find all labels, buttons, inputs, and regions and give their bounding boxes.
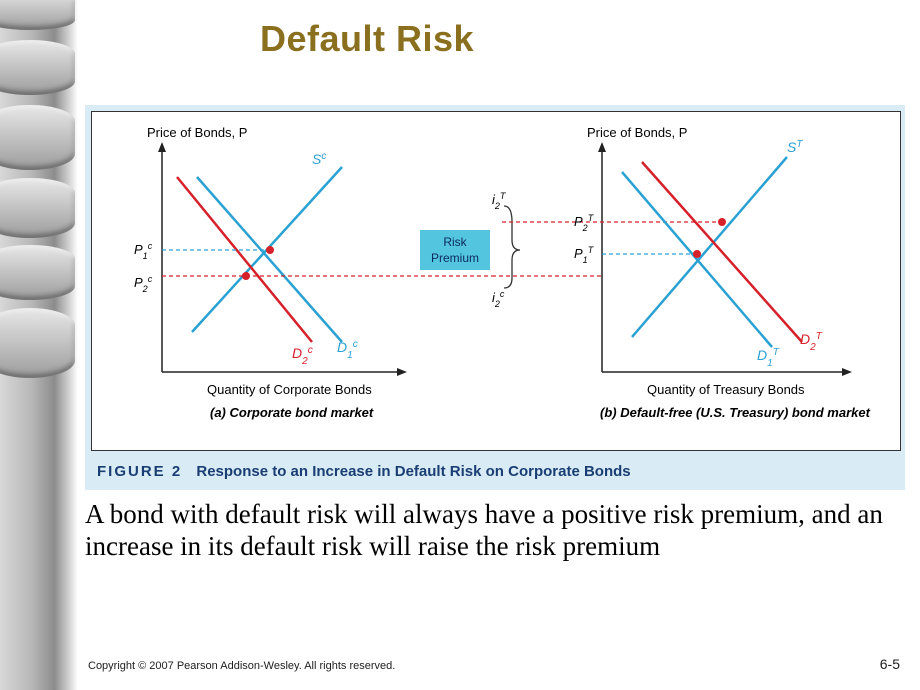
figure-svg: Price of Bonds, P Sc D1c D2c xyxy=(92,112,900,450)
panel-a: Price of Bonds, P Sc D1c D2c xyxy=(134,125,492,420)
panel-b: Price of Bonds, P ST D1T xyxy=(492,125,871,420)
label-supply-t: ST xyxy=(787,139,803,156)
curve-demand2-c xyxy=(177,177,312,342)
slide-number: 6-5 xyxy=(880,656,900,672)
slide-page: Default Risk Price of Bonds, P Sc xyxy=(0,0,920,690)
figure-caption: FIGURE 2 Response to an Increase in Defa… xyxy=(97,463,631,480)
coin-icon xyxy=(0,0,75,30)
label-demand1-c: D1c xyxy=(337,339,358,361)
label-demand2-t: D2T xyxy=(800,331,823,353)
arrowhead-icon xyxy=(397,368,407,376)
dot-p1c xyxy=(266,246,274,254)
arrowhead-icon xyxy=(598,142,606,152)
figure-number: FIGURE 2 xyxy=(97,463,182,480)
panel-b-subtitle: (b) Default-free (U.S. Treasury) bond ma… xyxy=(600,405,871,420)
label-p1c: P1c xyxy=(134,241,153,261)
dot-p2t xyxy=(718,218,726,226)
label-supply-c: Sc xyxy=(312,151,326,168)
risk-premium-label-2: Premium xyxy=(431,251,479,265)
dot-p2c xyxy=(242,272,250,280)
label-demand1-t: D1T xyxy=(757,347,780,369)
figure-container: Price of Bonds, P Sc D1c D2c xyxy=(85,105,905,490)
panel-a-y-label: Price of Bonds, P xyxy=(147,125,247,140)
figure-chart-area: Price of Bonds, P Sc D1c D2c xyxy=(91,111,901,451)
label-p2c: P2c xyxy=(134,274,153,294)
slide-body-text: A bond with default risk will always hav… xyxy=(85,498,915,563)
panel-b-y-label: Price of Bonds, P xyxy=(587,125,687,140)
coin-icon xyxy=(0,40,75,95)
copyright-notice: Copyright © 2007 Pearson Addison-Wesley.… xyxy=(88,660,395,672)
decorative-sidebar xyxy=(0,0,78,690)
coin-icon xyxy=(0,245,75,300)
panel-a-subtitle: (a) Corporate bond market xyxy=(210,405,374,420)
curve-demand2-t xyxy=(642,162,802,342)
risk-premium-label-1: Risk xyxy=(443,235,467,249)
arrowhead-icon xyxy=(842,368,852,376)
curve-demand1-c xyxy=(197,177,342,342)
middle-annotation: Risk Premium i2T i2c xyxy=(420,191,520,309)
panel-b-x-label: Quantity of Treasury Bonds xyxy=(647,382,805,397)
coin-icon xyxy=(0,105,75,170)
label-demand2-c: D2c xyxy=(292,345,313,367)
label-i2c: i2c xyxy=(492,289,505,309)
panel-a-x-label: Quantity of Corporate Bonds xyxy=(207,382,372,397)
dot-p1t xyxy=(693,250,701,258)
coin-icon xyxy=(0,178,75,238)
slide-title: Default Risk xyxy=(260,18,474,60)
arrowhead-icon xyxy=(158,142,166,152)
label-i2t: i2T xyxy=(492,191,507,211)
figure-caption-text: Response to an Increase in Default Risk … xyxy=(196,463,630,480)
label-p1t: P1T xyxy=(574,245,595,265)
label-p2t: P2T xyxy=(574,213,595,233)
curve-supply-t xyxy=(632,157,787,337)
coin-icon xyxy=(0,308,75,378)
